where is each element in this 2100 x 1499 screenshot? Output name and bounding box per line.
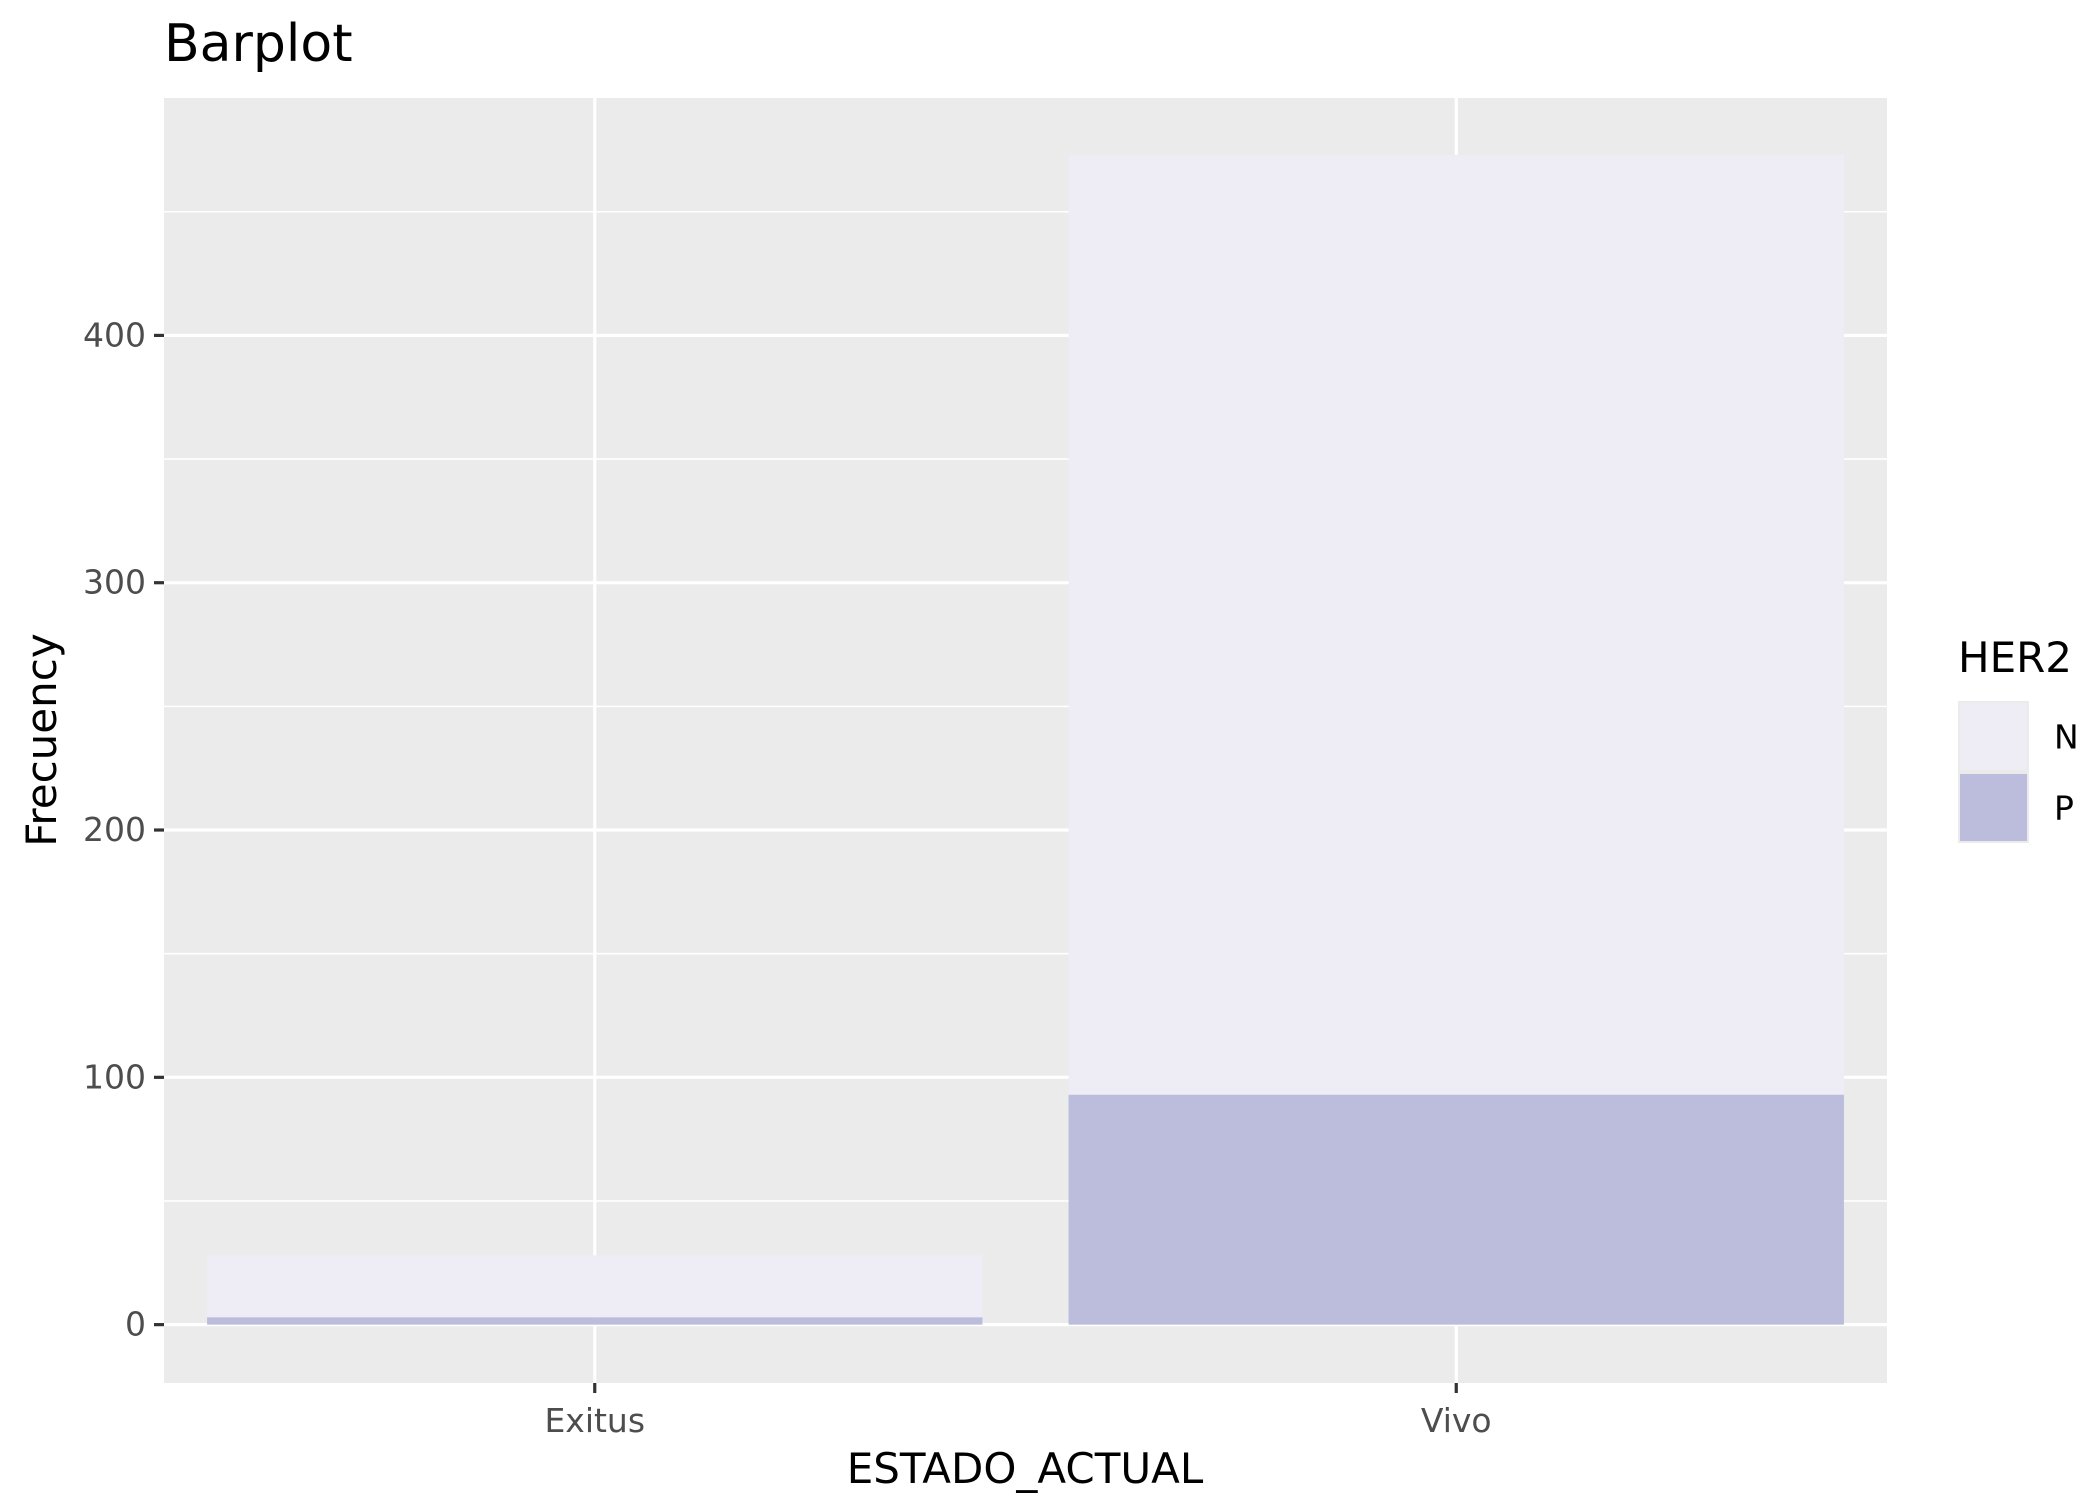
x-tick-label: Exitus (544, 1401, 645, 1440)
bar-exitus-n (207, 1255, 983, 1318)
x-tick-label: Vivo (1421, 1401, 1492, 1440)
y-tick-label: 400 (83, 315, 146, 354)
x-axis: Exitus Vivo (544, 1383, 1492, 1440)
y-tick-label: 100 (83, 1057, 146, 1096)
x-axis-title: ESTADO_ACTUAL (847, 1444, 1204, 1493)
bar-vivo-n (1068, 154, 1844, 1095)
legend: HER2 NP (1958, 633, 2079, 843)
y-tick-label: 300 (83, 563, 146, 602)
legend-title: HER2 (1958, 633, 2072, 682)
legend-label-n: N (2054, 718, 2079, 757)
legend-label-p: P (2054, 789, 2074, 828)
y-tick-label: 0 (125, 1305, 146, 1344)
legend-swatch-n (1960, 703, 2027, 770)
legend-swatch-p (1960, 774, 2027, 841)
bar-exitus-p (207, 1317, 983, 1325)
y-axis-title: Frecuency (17, 633, 66, 846)
bar-vivo-p (1068, 1094, 1844, 1325)
y-axis: 0 100 200 300 400 (83, 315, 164, 1344)
y-tick-label: 200 (83, 810, 146, 849)
bars (207, 154, 1844, 1325)
chart-title: Barplot (164, 14, 353, 74)
